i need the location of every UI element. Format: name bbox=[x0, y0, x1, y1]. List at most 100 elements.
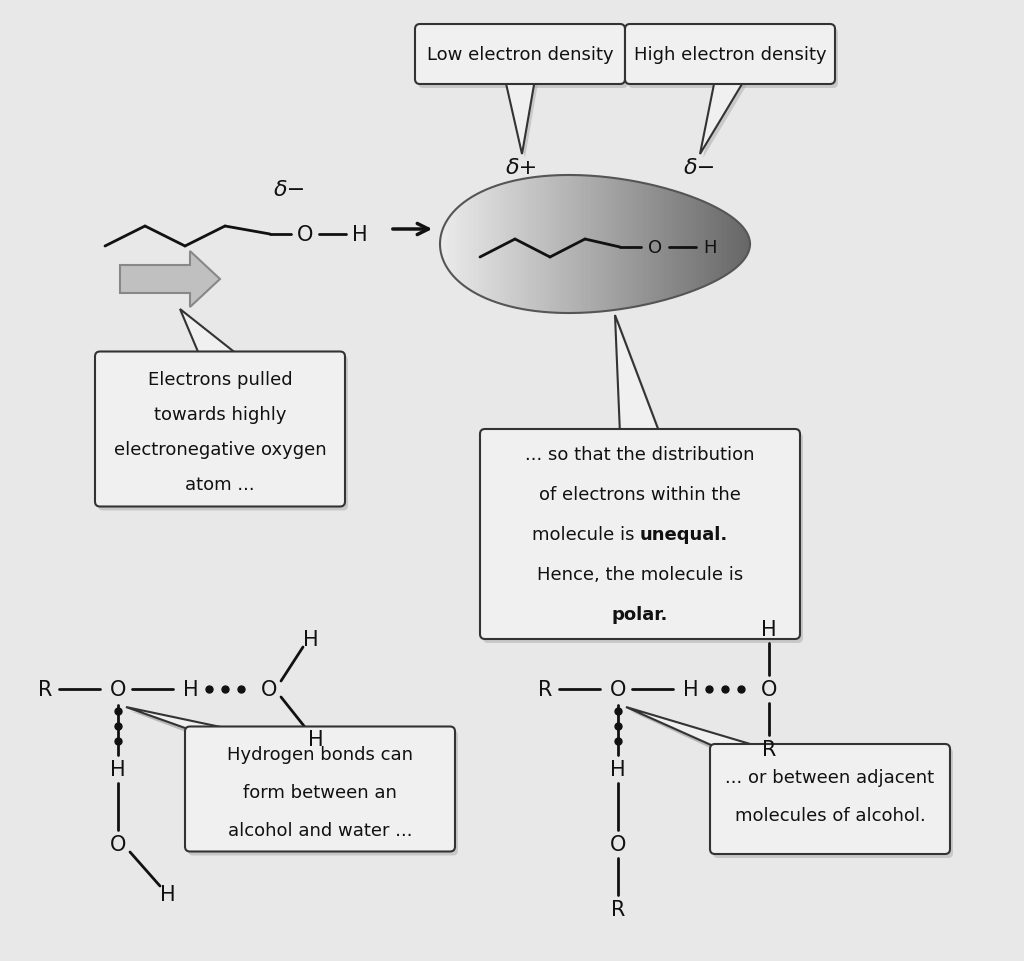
Polygon shape bbox=[615, 316, 660, 434]
Bar bbox=[514, 160, 518, 330]
Bar bbox=[669, 160, 674, 330]
FancyBboxPatch shape bbox=[95, 352, 345, 507]
Text: δ−: δ− bbox=[684, 158, 716, 178]
Bar bbox=[498, 160, 503, 330]
Bar bbox=[479, 160, 483, 330]
Bar bbox=[715, 160, 720, 330]
Bar bbox=[447, 160, 453, 330]
Polygon shape bbox=[508, 84, 538, 159]
Bar bbox=[490, 160, 496, 330]
Bar bbox=[738, 160, 743, 330]
Bar bbox=[537, 160, 542, 330]
Bar bbox=[680, 160, 685, 330]
FancyBboxPatch shape bbox=[628, 29, 838, 89]
Bar bbox=[606, 160, 611, 330]
Text: H: H bbox=[352, 225, 368, 245]
FancyBboxPatch shape bbox=[415, 25, 625, 85]
Bar bbox=[634, 160, 639, 330]
Text: Hence, the molecule is: Hence, the molecule is bbox=[537, 565, 743, 583]
Text: H: H bbox=[308, 729, 324, 750]
Bar bbox=[587, 160, 592, 330]
Bar bbox=[673, 160, 678, 330]
FancyBboxPatch shape bbox=[188, 730, 458, 855]
Bar bbox=[719, 160, 724, 330]
Bar bbox=[460, 160, 464, 330]
Text: O: O bbox=[110, 834, 126, 854]
Polygon shape bbox=[126, 707, 242, 731]
Bar bbox=[603, 160, 607, 330]
Polygon shape bbox=[130, 711, 245, 737]
Polygon shape bbox=[630, 711, 770, 754]
Text: H: H bbox=[683, 679, 698, 700]
Bar bbox=[692, 160, 696, 330]
Polygon shape bbox=[703, 84, 748, 159]
Bar bbox=[452, 160, 457, 330]
Bar bbox=[456, 160, 461, 330]
Text: towards highly: towards highly bbox=[154, 406, 287, 424]
Bar bbox=[495, 160, 499, 330]
Bar bbox=[471, 160, 476, 330]
Bar bbox=[568, 160, 572, 330]
Bar bbox=[599, 160, 604, 330]
Bar bbox=[653, 160, 658, 330]
Bar bbox=[677, 160, 681, 330]
Bar bbox=[665, 160, 670, 330]
Text: polar.: polar. bbox=[611, 605, 669, 624]
Bar bbox=[502, 160, 507, 330]
Text: molecules of alcohol.: molecules of alcohol. bbox=[734, 806, 926, 825]
Text: O: O bbox=[110, 679, 126, 700]
Bar bbox=[564, 160, 569, 330]
Bar bbox=[525, 160, 530, 330]
FancyBboxPatch shape bbox=[418, 29, 628, 89]
Polygon shape bbox=[183, 313, 243, 361]
Bar bbox=[440, 160, 444, 330]
Polygon shape bbox=[618, 320, 663, 438]
Bar bbox=[595, 160, 600, 330]
Bar bbox=[641, 160, 646, 330]
Bar bbox=[517, 160, 522, 330]
Text: O: O bbox=[610, 834, 627, 854]
Bar bbox=[610, 160, 615, 330]
Bar bbox=[703, 160, 709, 330]
Text: O: O bbox=[761, 679, 777, 700]
Bar bbox=[614, 160, 620, 330]
Text: unequal.: unequal. bbox=[640, 526, 728, 543]
Polygon shape bbox=[626, 707, 767, 750]
Bar bbox=[521, 160, 526, 330]
Bar bbox=[731, 160, 735, 330]
Text: δ−: δ− bbox=[273, 180, 306, 200]
Text: H: H bbox=[703, 238, 717, 257]
FancyBboxPatch shape bbox=[713, 749, 953, 858]
Bar bbox=[649, 160, 654, 330]
Bar bbox=[684, 160, 689, 330]
Bar bbox=[618, 160, 624, 330]
Bar bbox=[660, 160, 666, 330]
Text: R: R bbox=[38, 679, 52, 700]
Text: δ+: δ+ bbox=[506, 158, 539, 178]
Bar bbox=[645, 160, 650, 330]
Bar bbox=[571, 160, 577, 330]
Bar bbox=[688, 160, 693, 330]
Bar bbox=[708, 160, 713, 330]
Text: Low electron density: Low electron density bbox=[427, 46, 613, 64]
FancyBboxPatch shape bbox=[710, 744, 950, 854]
Text: R: R bbox=[538, 679, 552, 700]
Bar bbox=[723, 160, 728, 330]
Bar bbox=[657, 160, 662, 330]
Bar bbox=[510, 160, 515, 330]
Bar bbox=[475, 160, 480, 330]
Text: atom ...: atom ... bbox=[185, 476, 255, 494]
Bar bbox=[580, 160, 585, 330]
Bar bbox=[742, 160, 748, 330]
Text: O: O bbox=[297, 225, 313, 245]
Bar bbox=[556, 160, 561, 330]
Text: H: H bbox=[303, 629, 318, 650]
Text: H: H bbox=[761, 619, 777, 639]
Text: Electrons pulled: Electrons pulled bbox=[147, 371, 292, 388]
Bar bbox=[630, 160, 635, 330]
Text: ... or between adjacent: ... or between adjacent bbox=[725, 768, 935, 786]
Bar bbox=[443, 160, 449, 330]
Bar bbox=[467, 160, 472, 330]
Bar bbox=[506, 160, 511, 330]
Polygon shape bbox=[180, 309, 240, 357]
